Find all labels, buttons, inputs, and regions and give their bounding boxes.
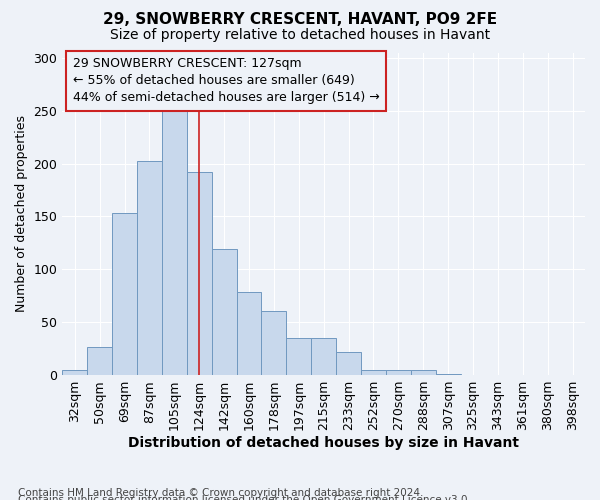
Bar xyxy=(336,352,361,375)
Bar xyxy=(236,292,262,375)
Bar xyxy=(286,338,311,375)
Bar xyxy=(361,370,386,375)
Bar xyxy=(212,249,236,375)
Bar xyxy=(162,110,187,375)
Y-axis label: Number of detached properties: Number of detached properties xyxy=(15,116,28,312)
Text: 29, SNOWBERRY CRESCENT, HAVANT, PO9 2FE: 29, SNOWBERRY CRESCENT, HAVANT, PO9 2FE xyxy=(103,12,497,28)
X-axis label: Distribution of detached houses by size in Havant: Distribution of detached houses by size … xyxy=(128,436,519,450)
Bar xyxy=(112,214,137,375)
Bar xyxy=(436,374,461,375)
Bar xyxy=(137,162,162,375)
Bar xyxy=(386,370,411,375)
Bar xyxy=(87,346,112,375)
Bar xyxy=(411,370,436,375)
Bar xyxy=(262,310,286,375)
Bar xyxy=(187,172,212,375)
Text: Size of property relative to detached houses in Havant: Size of property relative to detached ho… xyxy=(110,28,490,42)
Text: Contains public sector information licensed under the Open Government Licence v3: Contains public sector information licen… xyxy=(18,495,471,500)
Text: 29 SNOWBERRY CRESCENT: 127sqm
← 55% of detached houses are smaller (649)
44% of : 29 SNOWBERRY CRESCENT: 127sqm ← 55% of d… xyxy=(73,58,379,104)
Bar xyxy=(62,370,87,375)
Bar xyxy=(311,338,336,375)
Text: Contains HM Land Registry data © Crown copyright and database right 2024.: Contains HM Land Registry data © Crown c… xyxy=(18,488,424,498)
